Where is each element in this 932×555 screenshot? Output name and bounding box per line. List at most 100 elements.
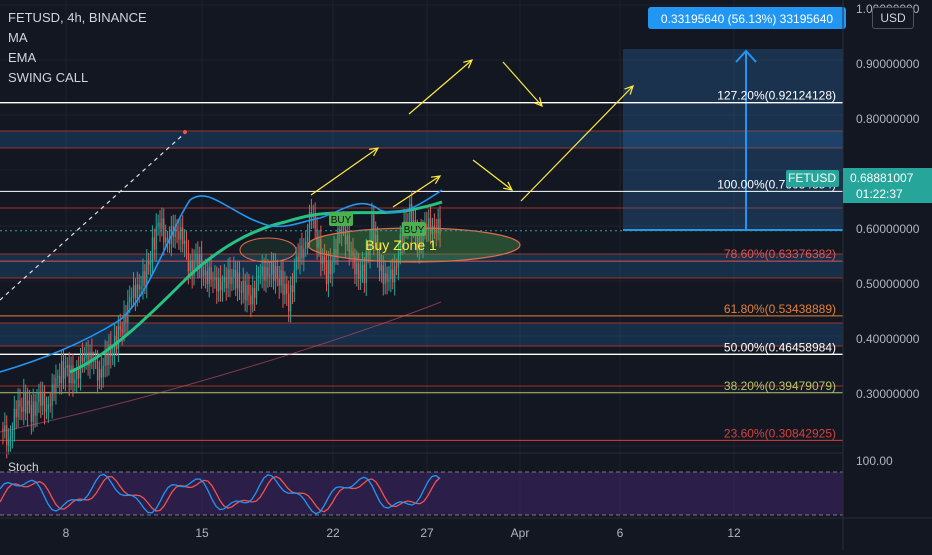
support-zone: [0, 323, 843, 346]
candle-body: [25, 391, 27, 414]
candle-body: [21, 407, 23, 412]
candle-body: [96, 362, 99, 381]
candle-body: [83, 357, 85, 362]
candle-body: [346, 235, 348, 245]
candle-body: [182, 227, 184, 245]
candle-body: [411, 203, 413, 230]
candle-body: [163, 218, 165, 243]
candle-body: [269, 274, 271, 277]
projection-arrow-head: [533, 97, 543, 108]
stoch-label: Stoch: [8, 460, 39, 474]
candle-body: [93, 361, 95, 363]
candle-body: [76, 369, 78, 380]
trend-point: [183, 130, 187, 134]
candle-body: [34, 401, 36, 416]
candle-body: [43, 393, 46, 412]
candle-body: [112, 353, 114, 357]
candle-body: [382, 265, 384, 284]
candle-body: [314, 214, 316, 229]
candle-body: [358, 263, 360, 279]
candle-body: [293, 270, 295, 293]
candle-body: [121, 329, 123, 333]
candle-body: [11, 430, 14, 438]
candle-body: [55, 377, 57, 393]
candle-body: [244, 280, 246, 301]
indicator-swing-call[interactable]: SWING CALL: [8, 70, 89, 85]
buy-signal-label: BUY: [404, 225, 425, 236]
candle-body: [187, 252, 190, 272]
time-label: 22: [326, 526, 340, 540]
candle-body: [327, 261, 330, 285]
projection-arrow: [502, 61, 543, 107]
candle-body: [229, 269, 231, 285]
candle-body: [183, 240, 186, 245]
candle-body: [386, 273, 388, 282]
candle-body: [361, 264, 364, 271]
candle-body: [236, 272, 239, 289]
currency-button[interactable]: USD: [872, 7, 914, 29]
candle-body: [392, 269, 394, 283]
candle-body: [337, 228, 339, 254]
candle-body: [329, 261, 331, 275]
price-tick: 0.40000000: [856, 332, 920, 346]
candle-body: [409, 203, 411, 226]
price-tick: 0.80000000: [856, 112, 920, 126]
indicator-ma[interactable]: MA: [8, 30, 28, 45]
projection-arrow-head: [503, 181, 514, 191]
candle-body: [253, 288, 256, 298]
candle-body: [280, 270, 282, 286]
candle-body: [2, 428, 4, 432]
candle-body: [91, 351, 93, 362]
candle-body: [371, 214, 373, 241]
time-label: 6: [617, 526, 624, 540]
candle-body: [354, 255, 356, 275]
candle-body: [393, 266, 396, 283]
candle-body: [125, 313, 127, 323]
candle-body: [437, 218, 439, 234]
candle-body: [259, 275, 261, 277]
candle-body: [263, 266, 265, 281]
long-ma-line: [0, 301, 442, 433]
candle-body: [356, 263, 358, 275]
candle-body: [104, 352, 106, 366]
candle-body: [191, 261, 193, 276]
candle-body: [265, 267, 267, 281]
candle-body: [214, 277, 216, 280]
candle-body: [57, 376, 59, 378]
candle-body: [85, 352, 87, 358]
candle-body: [376, 234, 379, 255]
candle-body: [117, 326, 120, 349]
candle-body: [189, 261, 191, 272]
time-label: 27: [420, 526, 434, 540]
candle-body: [278, 279, 280, 286]
candle-body: [180, 227, 182, 240]
candle-body: [261, 266, 263, 276]
candle-body: [195, 254, 197, 260]
candle-body: [38, 393, 40, 403]
stochastic-panel: Stoch: [0, 452, 843, 516]
candle-body: [291, 285, 294, 293]
candle-body: [110, 344, 112, 357]
candle-body: [159, 222, 161, 229]
indicator-ema[interactable]: EMA: [8, 50, 37, 65]
candle-body: [149, 262, 152, 265]
candle-body: [178, 231, 180, 240]
candle-body: [142, 271, 144, 287]
candle-body: [227, 269, 229, 289]
time-label: Apr: [511, 526, 530, 540]
candle-body: [325, 261, 328, 285]
stoch-tick: 100.00: [856, 454, 893, 468]
candle-body: [390, 269, 392, 280]
candle-body: [221, 281, 224, 291]
candle-body: [60, 360, 63, 383]
candle-body: [301, 245, 303, 259]
measure-arrow-head: [735, 49, 757, 63]
candle-body: [388, 279, 390, 282]
candle-body: [238, 272, 241, 291]
candle-body: [212, 279, 214, 281]
candle-body: [422, 229, 424, 246]
candle-body: [199, 253, 201, 268]
candle-body: [257, 275, 260, 278]
buy-zone-ellipse-small: [239, 237, 297, 263]
